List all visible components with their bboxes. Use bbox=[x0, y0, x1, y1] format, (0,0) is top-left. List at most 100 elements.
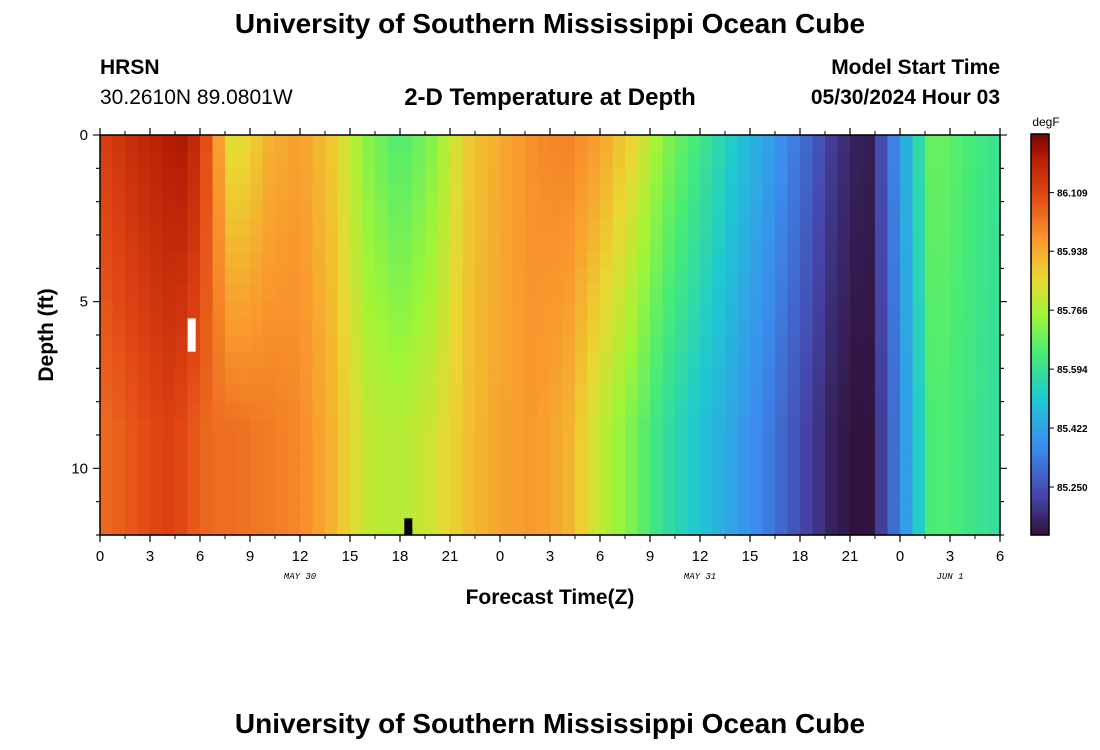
heatmap-cell bbox=[937, 151, 951, 169]
heatmap-cell bbox=[487, 218, 501, 236]
heatmap-cell bbox=[425, 235, 439, 253]
heatmap-cell bbox=[512, 235, 526, 253]
heatmap-cell bbox=[812, 351, 826, 369]
colorbar-segment bbox=[1031, 374, 1049, 379]
heatmap-cell bbox=[200, 351, 214, 369]
heatmap-cell bbox=[112, 285, 126, 303]
heatmap-cell bbox=[162, 168, 176, 186]
heatmap-cell bbox=[612, 285, 626, 303]
heatmap-cell bbox=[637, 168, 651, 186]
heatmap-cell bbox=[950, 218, 964, 236]
heatmap-cell bbox=[662, 318, 676, 336]
heatmap-cell bbox=[362, 385, 376, 403]
heatmap-cell bbox=[312, 501, 326, 519]
heatmap-cell bbox=[275, 351, 289, 369]
heatmap-cell bbox=[237, 251, 251, 269]
heatmap-cell bbox=[825, 285, 839, 303]
heatmap-cell bbox=[850, 218, 864, 236]
heatmap-cell bbox=[537, 351, 551, 369]
heatmap-cell bbox=[100, 501, 114, 519]
colorbar-segment bbox=[1031, 160, 1049, 165]
heatmap-cell bbox=[287, 351, 301, 369]
heatmap-cell bbox=[350, 351, 364, 369]
heatmap-cell bbox=[475, 335, 489, 353]
heatmap-cell bbox=[812, 318, 826, 336]
heatmap-cell bbox=[900, 201, 914, 219]
heatmap-cell bbox=[425, 251, 439, 269]
heatmap-cell bbox=[137, 318, 151, 336]
heatmap-cell bbox=[112, 418, 126, 436]
heatmap-cell bbox=[637, 301, 651, 319]
heatmap-cell bbox=[175, 385, 189, 403]
heatmap-cell bbox=[187, 251, 201, 269]
heatmap-cell bbox=[612, 235, 626, 253]
heatmap-cell bbox=[425, 151, 439, 169]
colorbar-segment bbox=[1031, 377, 1049, 382]
heatmap-cell bbox=[200, 301, 214, 319]
heatmap-cell bbox=[162, 468, 176, 486]
heatmap-cell bbox=[262, 185, 276, 203]
heatmap-cell bbox=[225, 435, 239, 453]
heatmap-cell bbox=[775, 518, 789, 536]
heatmap-cell bbox=[525, 168, 539, 186]
heatmap-cell bbox=[462, 368, 476, 386]
colorbar-segment bbox=[1031, 367, 1049, 372]
heatmap-cell bbox=[975, 168, 989, 186]
heatmap-markers bbox=[187, 318, 413, 535]
colorbar-segment bbox=[1031, 484, 1049, 489]
heatmap-cell bbox=[537, 151, 551, 169]
colorbar-segment bbox=[1031, 454, 1049, 459]
heatmap-cell bbox=[300, 368, 314, 386]
heatmap-cell bbox=[675, 451, 689, 469]
heatmap-cell bbox=[825, 218, 839, 236]
heatmap-cell bbox=[737, 351, 751, 369]
heatmap-cell bbox=[475, 168, 489, 186]
colorbar-segment bbox=[1031, 401, 1049, 406]
heatmap-cell bbox=[575, 468, 589, 486]
heatmap-cell bbox=[500, 185, 514, 203]
colorbar-segment bbox=[1031, 418, 1049, 422]
heatmap-cell bbox=[462, 418, 476, 436]
heatmap-cell bbox=[462, 218, 476, 236]
colorbar-segment bbox=[1031, 404, 1049, 409]
heatmap-cell bbox=[237, 151, 251, 169]
heatmap-cell bbox=[612, 418, 626, 436]
heatmap-cell bbox=[112, 451, 126, 469]
heatmap-cell bbox=[262, 351, 276, 369]
heatmap-cell bbox=[487, 301, 501, 319]
heatmap-cell bbox=[150, 318, 164, 336]
heatmap-cell bbox=[487, 201, 501, 219]
heatmap-cell bbox=[937, 451, 951, 469]
heatmap-cell bbox=[587, 518, 601, 536]
heatmap-cell bbox=[537, 401, 551, 419]
heatmap-cell bbox=[975, 501, 989, 519]
heatmap-cell bbox=[612, 351, 626, 369]
heatmap-cell bbox=[562, 251, 576, 269]
heatmap-cell bbox=[800, 185, 814, 203]
heatmap-cell bbox=[900, 185, 914, 203]
heatmap-cell bbox=[175, 251, 189, 269]
heatmap-cell bbox=[662, 268, 676, 286]
heatmap-cell bbox=[800, 235, 814, 253]
colorbar-segment bbox=[1031, 207, 1049, 212]
heatmap-cell bbox=[475, 368, 489, 386]
heatmap-cell bbox=[687, 151, 701, 169]
heatmap-cell bbox=[787, 301, 801, 319]
station-coordinates: 30.2610N 89.0801W bbox=[100, 86, 293, 109]
heatmap-cell bbox=[900, 218, 914, 236]
heatmap-cell bbox=[200, 368, 214, 386]
heatmap-cell bbox=[687, 468, 701, 486]
heatmap-cell bbox=[562, 485, 576, 503]
heatmap-cell bbox=[125, 151, 139, 169]
heatmap-cell bbox=[550, 501, 564, 519]
colorbar-segment bbox=[1031, 451, 1049, 456]
heatmap-cell bbox=[762, 401, 776, 419]
heatmap-cell bbox=[350, 185, 364, 203]
heatmap-cell bbox=[712, 168, 726, 186]
heatmap-cell bbox=[737, 435, 751, 453]
heatmap-cell bbox=[612, 135, 626, 153]
heatmap-cell bbox=[787, 335, 801, 353]
colorbar-tick-label: 85.250 bbox=[1057, 483, 1088, 494]
heatmap-cell bbox=[487, 335, 501, 353]
heatmap-cell bbox=[225, 201, 239, 219]
